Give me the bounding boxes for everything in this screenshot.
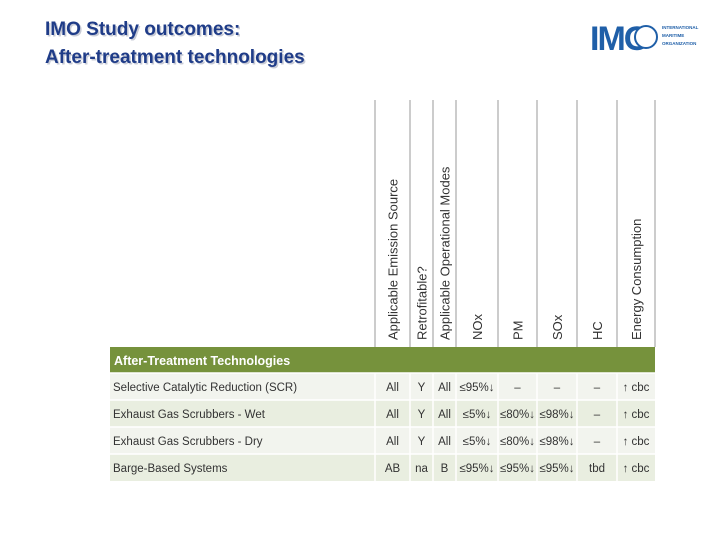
column-header: HC — [590, 321, 605, 340]
cell: ↑ cbc — [623, 382, 650, 394]
logo-emblem — [634, 25, 658, 49]
cell: ≤95%↓ — [500, 463, 535, 475]
title-line: After-treatment technologies — [45, 47, 305, 68]
row-label: Selective Catalytic Reduction (SCR) — [113, 382, 297, 394]
column-header: Applicable Emission Source — [386, 179, 401, 340]
cell: ≤5%↓ — [463, 409, 492, 421]
cell: tbd — [589, 463, 605, 475]
cell: All — [438, 382, 451, 394]
row-bg — [110, 373, 655, 400]
cell: ≤95%↓ — [459, 382, 494, 394]
logo: IMO INTERNATIONAL MARITIME ORGANIZATION — [590, 20, 699, 58]
cell: AB — [385, 463, 401, 475]
column-header: Applicable Operational Modes — [438, 166, 453, 340]
column-header: SOx — [550, 314, 565, 340]
column-header: PM — [511, 321, 526, 341]
cell: B — [441, 463, 449, 475]
row-label: Barge-Based Systems — [113, 463, 228, 475]
cell: All — [386, 382, 399, 394]
cell: ≤98%↓ — [539, 436, 574, 448]
section-title: After-Treatment Technologies — [114, 354, 290, 368]
cell: Y — [418, 436, 426, 448]
column-header: Retrofitable? — [415, 266, 430, 340]
cell: ≤98%↓ — [539, 409, 574, 421]
cell: – — [594, 382, 601, 394]
cell: ≤5%↓ — [463, 436, 492, 448]
row-bg — [110, 427, 655, 454]
cell: – — [554, 382, 561, 394]
cell: na — [415, 463, 428, 475]
title-line: IMO Study outcomes: — [45, 19, 240, 40]
table: Applicable Emission Source Retrofitable? A… — [110, 100, 656, 481]
cell: ↑ cbc — [623, 463, 650, 475]
cell: – — [594, 436, 601, 448]
section-bar — [110, 347, 655, 373]
cell: All — [438, 409, 451, 421]
cell: ↑ cbc — [623, 409, 650, 421]
cell: ≤80%↓ — [500, 436, 535, 448]
logo-line: MARITIME — [662, 33, 684, 38]
cell: ≤95%↓ — [539, 463, 574, 475]
title-shadow: After-treatment technologies — [47, 49, 307, 70]
cell: – — [514, 382, 521, 394]
row-label: Exhaust Gas Scrubbers - Wet — [113, 409, 266, 421]
title-shadow: IMO Study outcomes: — [47, 21, 242, 42]
cell: All — [386, 436, 399, 448]
cell: ≤95%↓ — [459, 463, 494, 475]
column-header: NOx — [470, 314, 485, 341]
cell: – — [594, 409, 601, 421]
cell: ≤80%↓ — [500, 409, 535, 421]
cell: Y — [418, 409, 426, 421]
cell: ↑ cbc — [623, 436, 650, 448]
logo-line: INTERNATIONAL — [662, 25, 699, 30]
cell: All — [438, 436, 451, 448]
cell: All — [386, 409, 399, 421]
row-label: Exhaust Gas Scrubbers - Dry — [113, 436, 263, 448]
row-bg — [110, 400, 655, 427]
cell: Y — [418, 382, 426, 394]
logo-line: ORGANIZATION — [662, 41, 696, 46]
row-bg — [110, 454, 655, 481]
column-header: Energy Consumption — [629, 219, 644, 340]
